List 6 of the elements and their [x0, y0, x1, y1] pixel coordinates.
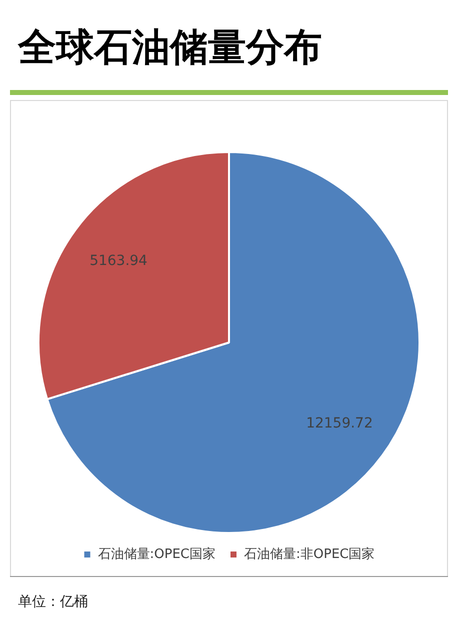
legend-label: 石油储量:非OPEC国家 [244, 546, 375, 562]
chart-title: 全球石油储量分布 [18, 24, 322, 71]
text: 单位：亿桶 [18, 594, 88, 610]
legend-label: 石油储量:OPEC国家 [98, 546, 216, 562]
data-label: 5163.94 [90, 252, 148, 269]
data-label: 12159.72 [306, 415, 373, 432]
